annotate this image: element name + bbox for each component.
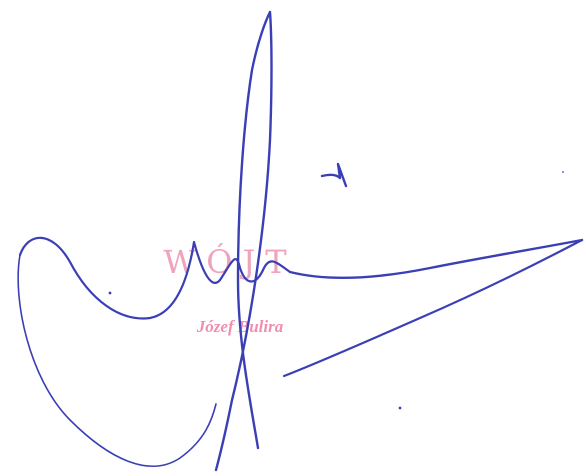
ink-dot bbox=[398, 406, 402, 410]
signature-stroke-loop bbox=[18, 236, 292, 320]
signature-stroke-swoop bbox=[17, 254, 217, 467]
ink-dot bbox=[562, 171, 564, 173]
signature-stroke-diagonal bbox=[282, 238, 584, 378]
signature-stroke-tick bbox=[320, 162, 348, 188]
signature-stroke-horizontal bbox=[288, 238, 584, 279]
signature-stroke-vertical bbox=[214, 10, 273, 472]
ink-dot bbox=[108, 291, 112, 295]
